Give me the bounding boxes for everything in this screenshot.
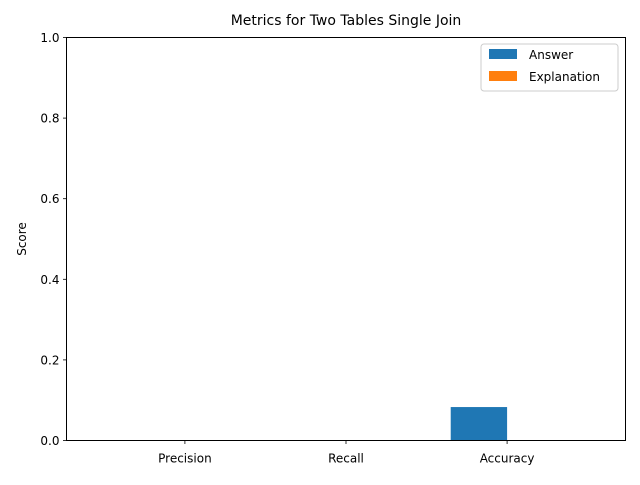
y-tick-label: 0.0	[40, 434, 59, 448]
y-tick-label: 0.2	[40, 353, 59, 367]
bar-answer-accuracy	[450, 407, 508, 441]
x-tick-label-recall: Recall	[328, 452, 364, 466]
legend: Answer Explanation	[480, 43, 619, 92]
plot-frame	[66, 37, 626, 441]
x-tick-label-precision: Precision	[158, 452, 212, 466]
y-tick-label: 0.4	[40, 273, 59, 287]
legend-label-explanation: Explanation	[529, 70, 600, 84]
x-axis: Precision Recall Accuracy	[158, 440, 535, 466]
legend-swatch-answer	[489, 49, 517, 59]
legend-swatch-explanation	[489, 71, 517, 81]
x-tick-label-accuracy: Accuracy	[480, 452, 535, 466]
chart-title: Metrics for Two Tables Single Join	[231, 13, 462, 29]
y-axis-label: Score	[15, 222, 29, 256]
legend-label-answer: Answer	[529, 48, 573, 62]
y-tick-label: 1.0	[40, 31, 59, 45]
bars-layer	[450, 407, 508, 441]
y-axis: 0.0 0.2 0.4 0.6 0.8 1.0	[40, 31, 67, 448]
y-tick-label: 0.6	[40, 192, 59, 206]
y-tick-label: 0.8	[40, 112, 59, 126]
